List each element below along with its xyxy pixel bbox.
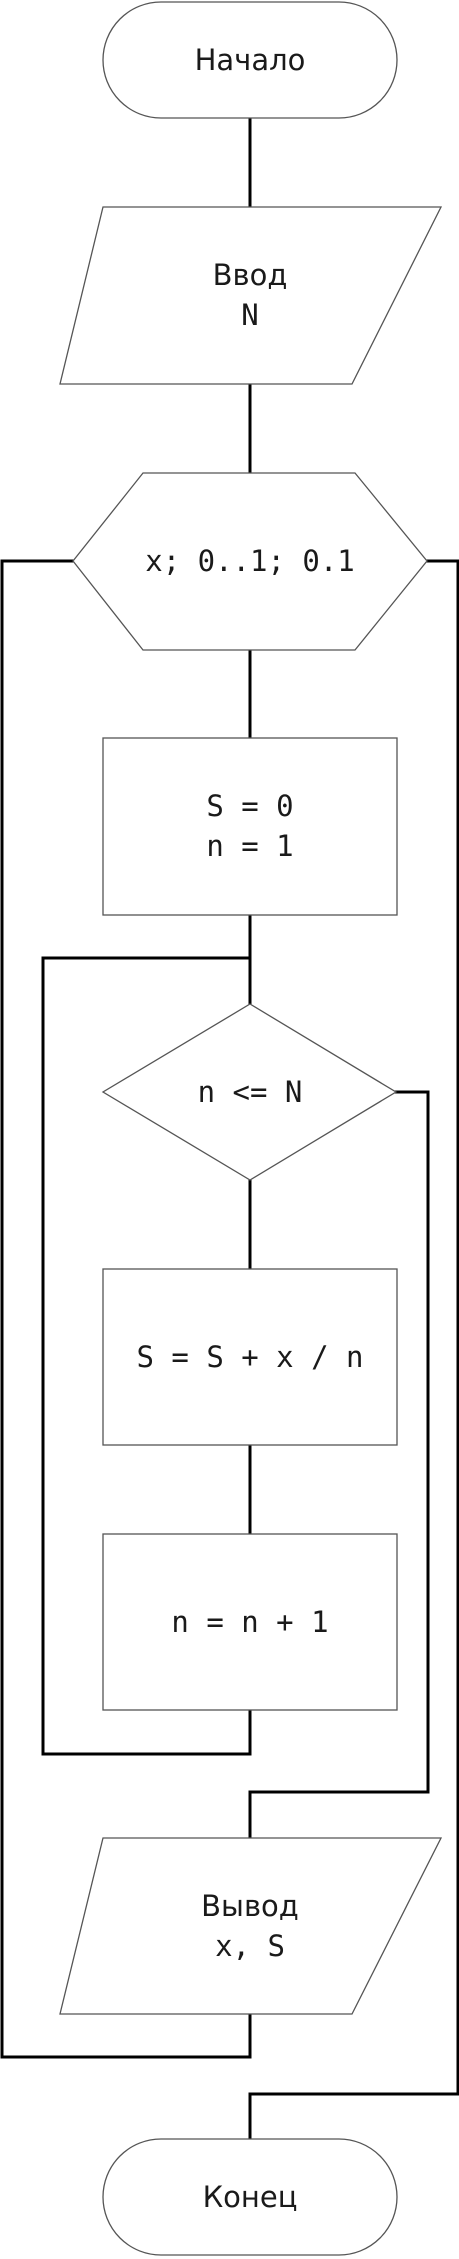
increment-label: n = n + 1 — [171, 1605, 328, 1639]
init-block: S = 0 n = 1 — [102, 737, 398, 916]
loop-x-label: x; 0..1; 0.1 — [145, 544, 355, 578]
input-label: Ввод — [213, 258, 288, 292]
flow-connectors — [0, 116, 459, 2141]
condition-label: n <= N — [198, 1075, 303, 1109]
increment-rect-shape — [102, 1533, 398, 1711]
end-label: Конец — [203, 2180, 298, 2214]
condition-block: n <= N — [101, 1003, 398, 1181]
start-terminal: Начало — [102, 1, 398, 119]
connector-inner-loop-back — [41, 956, 252, 1756]
init-rect-shape — [102, 737, 398, 916]
end-terminal-shape — [102, 2138, 398, 2256]
output-parallelogram-shape — [59, 1837, 443, 2015]
loop-hexagon-shape — [72, 472, 428, 651]
sum-step-rect-shape — [102, 1268, 398, 1446]
input-parallelogram-shape — [59, 206, 443, 385]
connector-outer-loop-back — [0, 559, 252, 2059]
start-terminal-shape — [102, 1, 398, 119]
start-label: Начало — [195, 43, 306, 77]
output-variables: x, S — [215, 1929, 285, 1963]
increment-block: n = n + 1 — [102, 1533, 398, 1711]
end-terminal: Конец — [102, 2138, 398, 2256]
condition-diamond-shape — [101, 1003, 398, 1181]
sum-step-label: S = S + x / n — [137, 1340, 364, 1374]
init-line-n: n = 1 — [206, 829, 293, 863]
connector-condition-exit — [248, 1090, 430, 1840]
init-line-s: S = 0 — [206, 789, 293, 823]
input-block: Ввод N — [59, 206, 443, 385]
loop-x-block: x; 0..1; 0.1 — [72, 472, 428, 651]
sum-step-block: S = S + x / n — [102, 1268, 398, 1446]
input-variable: N — [241, 298, 258, 332]
connector-outer-loop-exit — [248, 559, 459, 2141]
output-block: Вывод x, S — [59, 1837, 443, 2015]
output-label: Вывод — [201, 1889, 299, 1923]
